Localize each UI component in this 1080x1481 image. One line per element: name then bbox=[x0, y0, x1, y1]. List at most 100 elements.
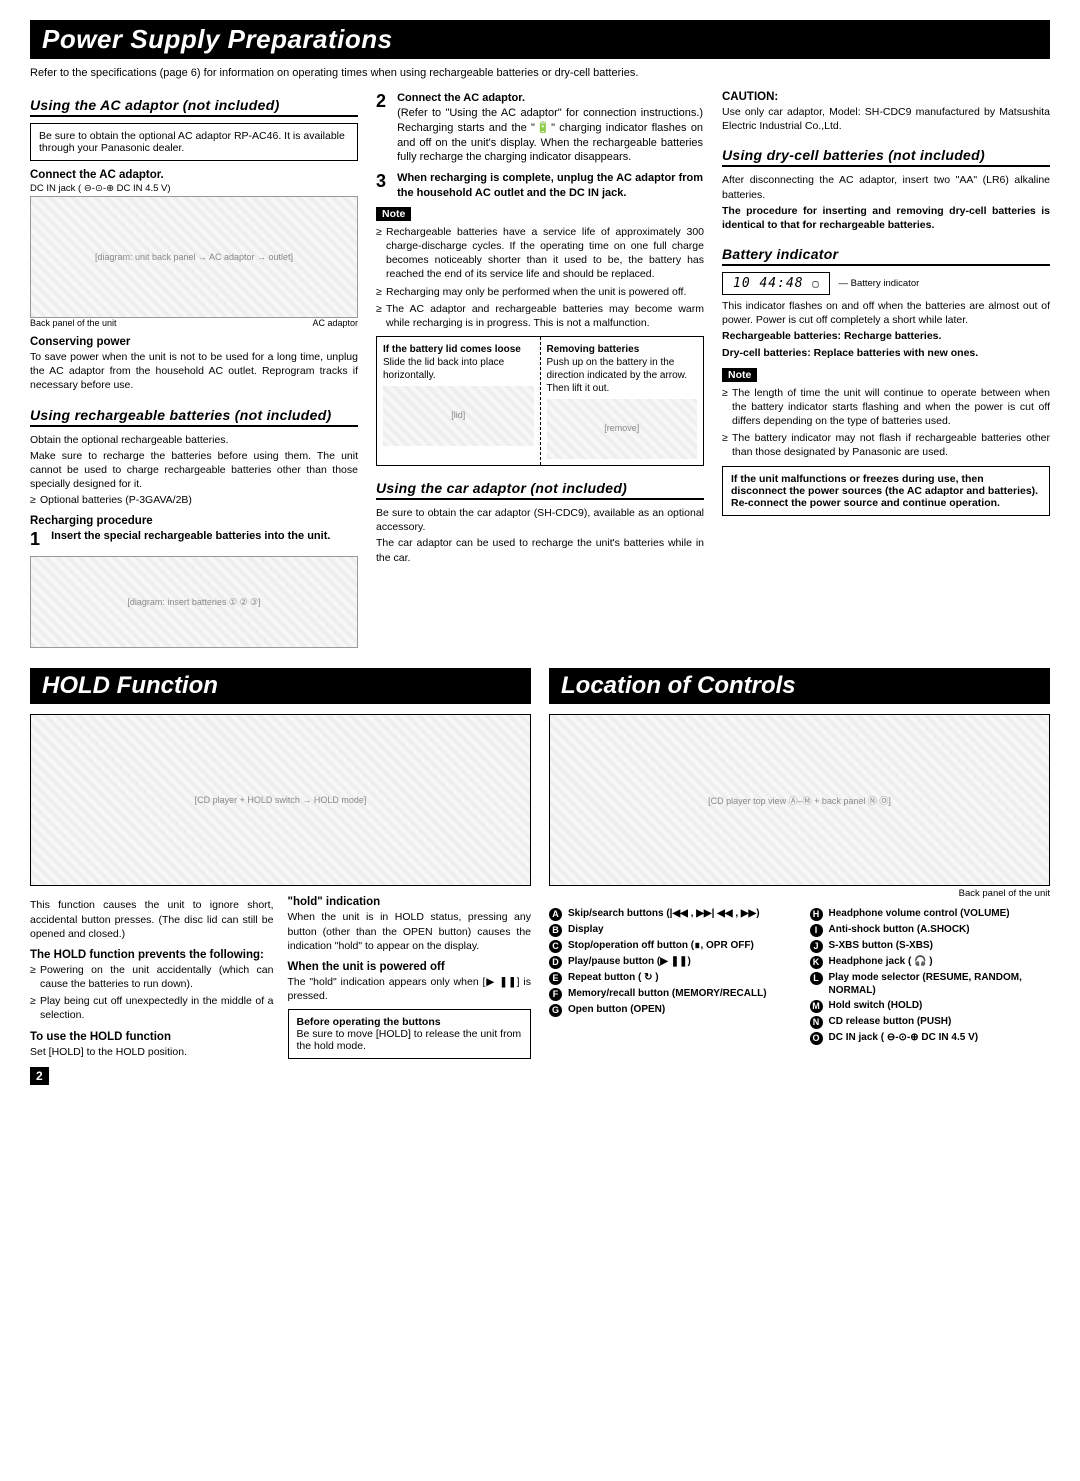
lid-title: If the battery lid comes loose bbox=[383, 343, 534, 356]
intro-text: Refer to the specifications (page 6) for… bbox=[30, 67, 1050, 79]
control-item: M Hold switch (HOLD) bbox=[810, 999, 1051, 1013]
step1-text: Insert the special rechargeable batterie… bbox=[51, 530, 330, 542]
ac-connect-sub: Connect the AC adaptor. bbox=[30, 169, 358, 181]
recharge-note-1: Rechargeable batteries have a service li… bbox=[386, 225, 704, 282]
rem-diagram: [remove] bbox=[547, 399, 698, 459]
control-label: Open button (OPEN) bbox=[568, 1003, 665, 1017]
off-title: When the unit is powered off bbox=[288, 961, 532, 973]
recharge-note-2: Recharging may only be performed when th… bbox=[386, 285, 704, 299]
recharge-diagram: [diagram: insert batteries ① ② ③] bbox=[30, 556, 358, 648]
indicator-t3: Dry-cell batteries: Replace batteries wi… bbox=[722, 346, 1050, 360]
ac-box: Be sure to obtain the optional AC adapto… bbox=[30, 123, 358, 161]
note-badge-2: Note bbox=[722, 368, 757, 382]
control-item: I Anti-shock button (A.SHOCK) bbox=[810, 923, 1051, 937]
conserve-title: Conserving power bbox=[30, 336, 358, 348]
recharge-title: Using rechargeable batteries (not includ… bbox=[30, 407, 358, 427]
control-item: C Stop/operation off button (∎, OPR OFF) bbox=[549, 939, 790, 953]
control-label: Hold switch (HOLD) bbox=[829, 999, 923, 1013]
control-item: G Open button (OPEN) bbox=[549, 1003, 790, 1017]
hold-diagram: [CD player + HOLD switch → HOLD mode] bbox=[30, 714, 531, 886]
indicator-t2: Rechargeable batteries: Recharge batteri… bbox=[722, 329, 1050, 343]
lid-text: Slide the lid back into place horizontal… bbox=[383, 356, 534, 382]
control-badge: F bbox=[549, 988, 562, 1001]
loc-banner: Location of Controls bbox=[549, 668, 1050, 704]
indicator-note-1: The length of time the unit will continu… bbox=[732, 386, 1050, 429]
ind-title: "hold" indication bbox=[288, 896, 532, 908]
prevents-1: Powering on the unit accidentally (which… bbox=[40, 963, 274, 991]
hold-intro: This function causes the unit to ignore … bbox=[30, 898, 274, 941]
ac-adaptor-label: AC adaptor bbox=[312, 318, 358, 328]
control-badge: G bbox=[549, 1004, 562, 1017]
control-item: HHeadphone volume control (VOLUME) bbox=[810, 907, 1051, 921]
indicator-t1: This indicator flashes on and off when t… bbox=[722, 299, 1050, 327]
box-title: Before operating the buttons bbox=[297, 1016, 523, 1028]
control-badge: A bbox=[549, 908, 562, 921]
step1-num: 1 bbox=[30, 529, 48, 550]
page-number: 2 bbox=[30, 1067, 49, 1085]
control-badge: L bbox=[810, 972, 823, 985]
indicator-display: 10 44:48 ▢ bbox=[722, 272, 830, 295]
malfunction-box: If the unit malfunctions or freezes duri… bbox=[722, 466, 1050, 516]
prevents-2: Play being cut off unexpectedly in the m… bbox=[40, 994, 274, 1022]
control-label: Headphone jack ( 🎧 ) bbox=[829, 955, 933, 969]
note-badge-1: Note bbox=[376, 207, 411, 221]
recharge-note-3: The AC adaptor and rechargeable batterie… bbox=[386, 302, 704, 330]
prevents-title: The HOLD function prevents the following… bbox=[30, 949, 274, 961]
conserve-text: To save power when the unit is not to be… bbox=[30, 350, 358, 393]
control-label: Stop/operation off button (∎, OPR OFF) bbox=[568, 939, 754, 953]
loc-backlabel: Back panel of the unit bbox=[549, 888, 1050, 899]
warn1: If the unit malfunctions or freezes duri… bbox=[731, 473, 1041, 497]
control-badge: N bbox=[810, 1016, 823, 1029]
control-item: KHeadphone jack ( 🎧 ) bbox=[810, 955, 1051, 969]
section-banner-power: Power Supply Preparations bbox=[30, 20, 1050, 59]
box-text: Be sure to move [HOLD] to release the un… bbox=[297, 1028, 523, 1052]
control-label: S-XBS button (S-XBS) bbox=[829, 939, 933, 953]
recharge-intro1: Obtain the optional rechargeable batteri… bbox=[30, 433, 358, 447]
indicator-title: Battery indicator bbox=[722, 246, 1050, 266]
ind-text: When the unit is in HOLD status, pressin… bbox=[288, 910, 532, 953]
recharge-intro2: Make sure to recharge the batteries befo… bbox=[30, 449, 358, 492]
indicator-label: — Battery indicator bbox=[838, 278, 919, 289]
ac-title: Using the AC adaptor (not included) bbox=[30, 97, 358, 117]
use-title: To use the HOLD function bbox=[30, 1031, 274, 1043]
dry-title: Using dry-cell batteries (not included) bbox=[722, 147, 1050, 167]
step2-body: (Refer to "Using the AC adaptor" for con… bbox=[397, 107, 703, 164]
ac-jack-label: DC IN jack ( ⊖-⊙-⊕ DC IN 4.5 V) bbox=[30, 183, 358, 194]
control-badge: C bbox=[549, 940, 562, 953]
ac-backpanel-label: Back panel of the unit bbox=[30, 318, 117, 328]
rem-title: Removing batteries bbox=[547, 343, 698, 356]
control-badge: I bbox=[810, 924, 823, 937]
control-label: Play/pause button (▶ ❚❚) bbox=[568, 955, 691, 969]
control-label: Display bbox=[568, 923, 604, 937]
control-badge: M bbox=[810, 1000, 823, 1013]
control-badge: J bbox=[810, 940, 823, 953]
control-label: Skip/search buttons (|◀◀ , ▶▶| ◀◀ , ▶▶) bbox=[568, 907, 760, 921]
loc-diagram: [CD player top view Ⓐ–Ⓜ + back panel Ⓝ Ⓞ… bbox=[549, 714, 1050, 886]
control-item: F Memory/recall button (MEMORY/RECALL) bbox=[549, 987, 790, 1001]
column-3: CAUTION: Use only car adaptor, Model: SH… bbox=[722, 91, 1050, 648]
step2-title: Connect the AC adaptor. bbox=[397, 92, 525, 104]
control-item: ODC IN jack ( ⊖-⊙-⊕ DC IN 4.5 V) bbox=[810, 1031, 1051, 1045]
dry-t1: After disconnecting the AC adaptor, inse… bbox=[722, 173, 1050, 201]
control-item: DPlay/pause button (▶ ❚❚) bbox=[549, 955, 790, 969]
dry-t2: The procedure for inserting and removing… bbox=[722, 204, 1050, 232]
step2-num: 2 bbox=[376, 91, 394, 112]
off-text: The "hold" indication appears only when … bbox=[288, 975, 532, 1003]
control-label: Anti-shock button (A.SHOCK) bbox=[829, 923, 970, 937]
hold-section: HOLD Function [CD player + HOLD switch →… bbox=[30, 668, 531, 1065]
car-title: Using the car adaptor (not included) bbox=[376, 480, 704, 500]
control-badge: H bbox=[810, 908, 823, 921]
location-section: Location of Controls [CD player top view… bbox=[549, 668, 1050, 1065]
control-item: A Skip/search buttons (|◀◀ , ▶▶| ◀◀ , ▶▶) bbox=[549, 907, 790, 921]
control-badge: B bbox=[549, 924, 562, 937]
control-label: Memory/recall button (MEMORY/RECALL) bbox=[568, 987, 767, 1001]
control-label: Play mode selector (RESUME, RANDOM, NORM… bbox=[829, 971, 1051, 997]
warn2: Re-connect the power source and continue… bbox=[731, 497, 1041, 509]
rem-text: Push up on the battery in the direction … bbox=[547, 356, 698, 395]
control-label: Repeat button ( ↻ ) bbox=[568, 971, 659, 985]
proc-title: Recharging procedure bbox=[30, 515, 358, 527]
hold-banner: HOLD Function bbox=[30, 668, 531, 704]
car-t1: Be sure to obtain the car adaptor (SH-CD… bbox=[376, 506, 704, 534]
step3-text: When recharging is complete, unplug the … bbox=[397, 172, 703, 199]
control-label: CD release button (PUSH) bbox=[829, 1015, 952, 1029]
